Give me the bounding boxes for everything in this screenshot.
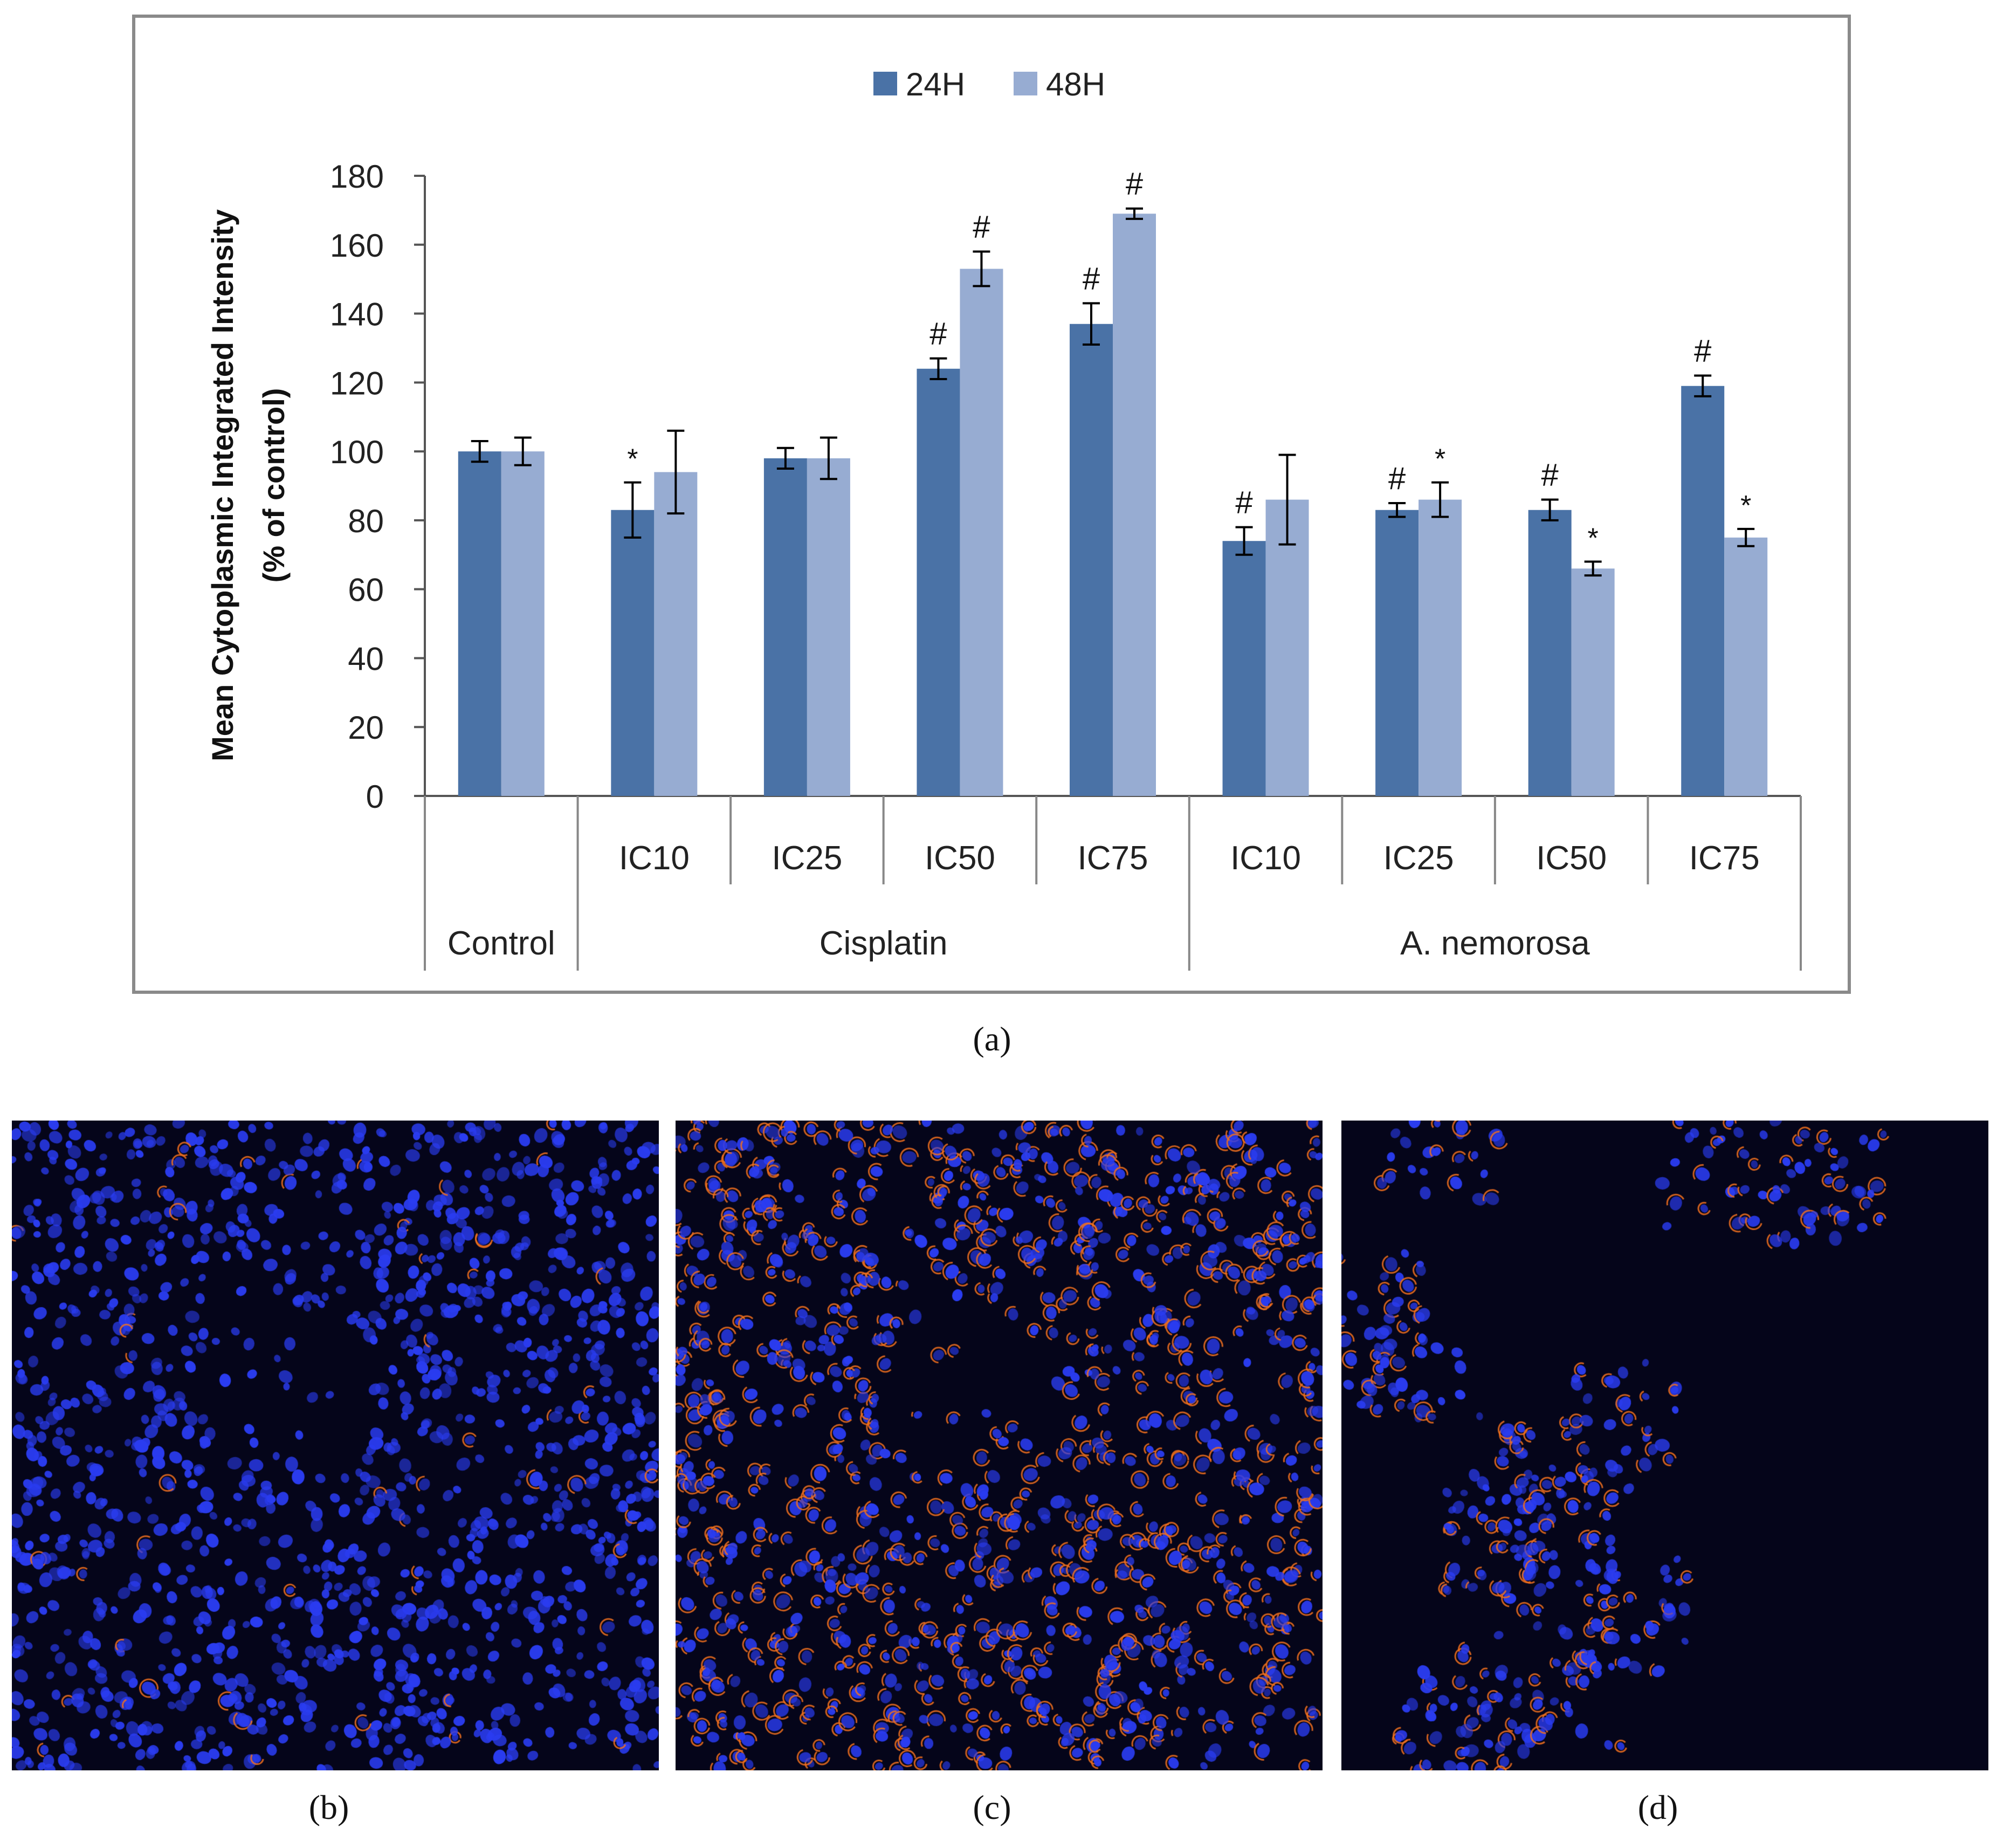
significance-marker: # <box>1126 167 1143 202</box>
significance-marker: * <box>1588 523 1599 554</box>
group-label: A. nemorosa <box>1400 925 1590 962</box>
group-label: Control <box>447 925 555 962</box>
panel-label-c: (c) <box>973 1788 1011 1826</box>
y-tick-label: 0 <box>366 779 384 815</box>
panel-label-d: (d) <box>1637 1788 1678 1826</box>
bar-24h <box>611 510 655 796</box>
bar-24h <box>1375 510 1419 796</box>
bar-48h <box>501 451 545 796</box>
bar-24h <box>1681 386 1725 796</box>
y-tick-label: 160 <box>330 228 384 264</box>
x-tick-label: IC10 <box>619 840 690 877</box>
bar-48h <box>654 472 698 796</box>
y-tick-label: 140 <box>330 297 384 333</box>
y-axis-title: Mean Cytoplasmic Integrated Intensity <box>205 209 239 761</box>
panel-label-b: (b) <box>308 1788 349 1826</box>
micrograph-d <box>1341 1121 1988 1770</box>
bar-24h <box>763 458 807 796</box>
panel-label-a: (a) <box>973 1020 1011 1058</box>
significance-marker: # <box>1541 458 1559 493</box>
legend-label-24h: 24H <box>906 66 965 102</box>
micrograph-b <box>12 1121 659 1770</box>
significance-marker: # <box>929 317 947 352</box>
y-tick-label: 60 <box>348 572 384 608</box>
y-tick-label: 80 <box>348 503 384 539</box>
x-tick-label: IC50 <box>925 840 995 877</box>
legend-swatch-48h <box>1014 72 1037 95</box>
x-tick-label: IC50 <box>1536 840 1607 877</box>
bar-24h <box>1528 510 1572 796</box>
bar-24h <box>458 451 501 796</box>
chart-frame <box>132 15 1851 994</box>
y-axis-title-unit: (% of control) <box>257 388 291 583</box>
significance-marker: # <box>1083 261 1100 296</box>
bar-48h <box>1265 499 1309 796</box>
significance-marker: * <box>1435 444 1445 475</box>
significance-marker: # <box>973 210 990 245</box>
significance-marker: # <box>1235 485 1252 520</box>
micrograph-d-image <box>1341 1121 1988 1770</box>
x-tick-label: IC25 <box>1383 840 1454 877</box>
bar-48h <box>807 458 850 796</box>
group-label: Cisplatin <box>820 925 948 962</box>
bar-24h <box>917 368 960 796</box>
bar-48h <box>1113 214 1156 796</box>
bar-48h <box>1724 537 1768 796</box>
significance-marker: # <box>1694 334 1711 369</box>
significance-marker: # <box>1388 461 1406 496</box>
y-tick-label: 180 <box>330 159 384 195</box>
y-tick-label: 100 <box>330 434 384 470</box>
micrograph-c <box>676 1121 1323 1770</box>
bar-48h <box>960 269 1003 796</box>
x-tick-label: IC25 <box>772 840 842 877</box>
bar-24h <box>1070 324 1113 796</box>
significance-marker: * <box>627 444 638 475</box>
bar-48h <box>1571 568 1615 796</box>
bar-chart: 24H 48H 0 20 40 60 80 100 120 140 160 180 Mean Cytop… <box>132 15 1851 994</box>
y-tick-label: 120 <box>330 365 384 401</box>
legend-label-48h: 48H <box>1046 66 1105 102</box>
legend-swatch-24h <box>873 72 897 95</box>
bar-24h <box>1222 541 1266 796</box>
micrograph-b-image <box>12 1121 659 1770</box>
y-tick-label: 20 <box>348 710 384 746</box>
bar-48h <box>1418 499 1462 796</box>
x-tick-label: IC75 <box>1078 840 1148 877</box>
x-tick-label: IC75 <box>1689 840 1760 877</box>
micrograph-c-image <box>676 1121 1323 1770</box>
x-tick-label: IC10 <box>1230 840 1301 877</box>
y-tick-label: 40 <box>348 641 384 677</box>
significance-marker: * <box>1740 490 1751 521</box>
